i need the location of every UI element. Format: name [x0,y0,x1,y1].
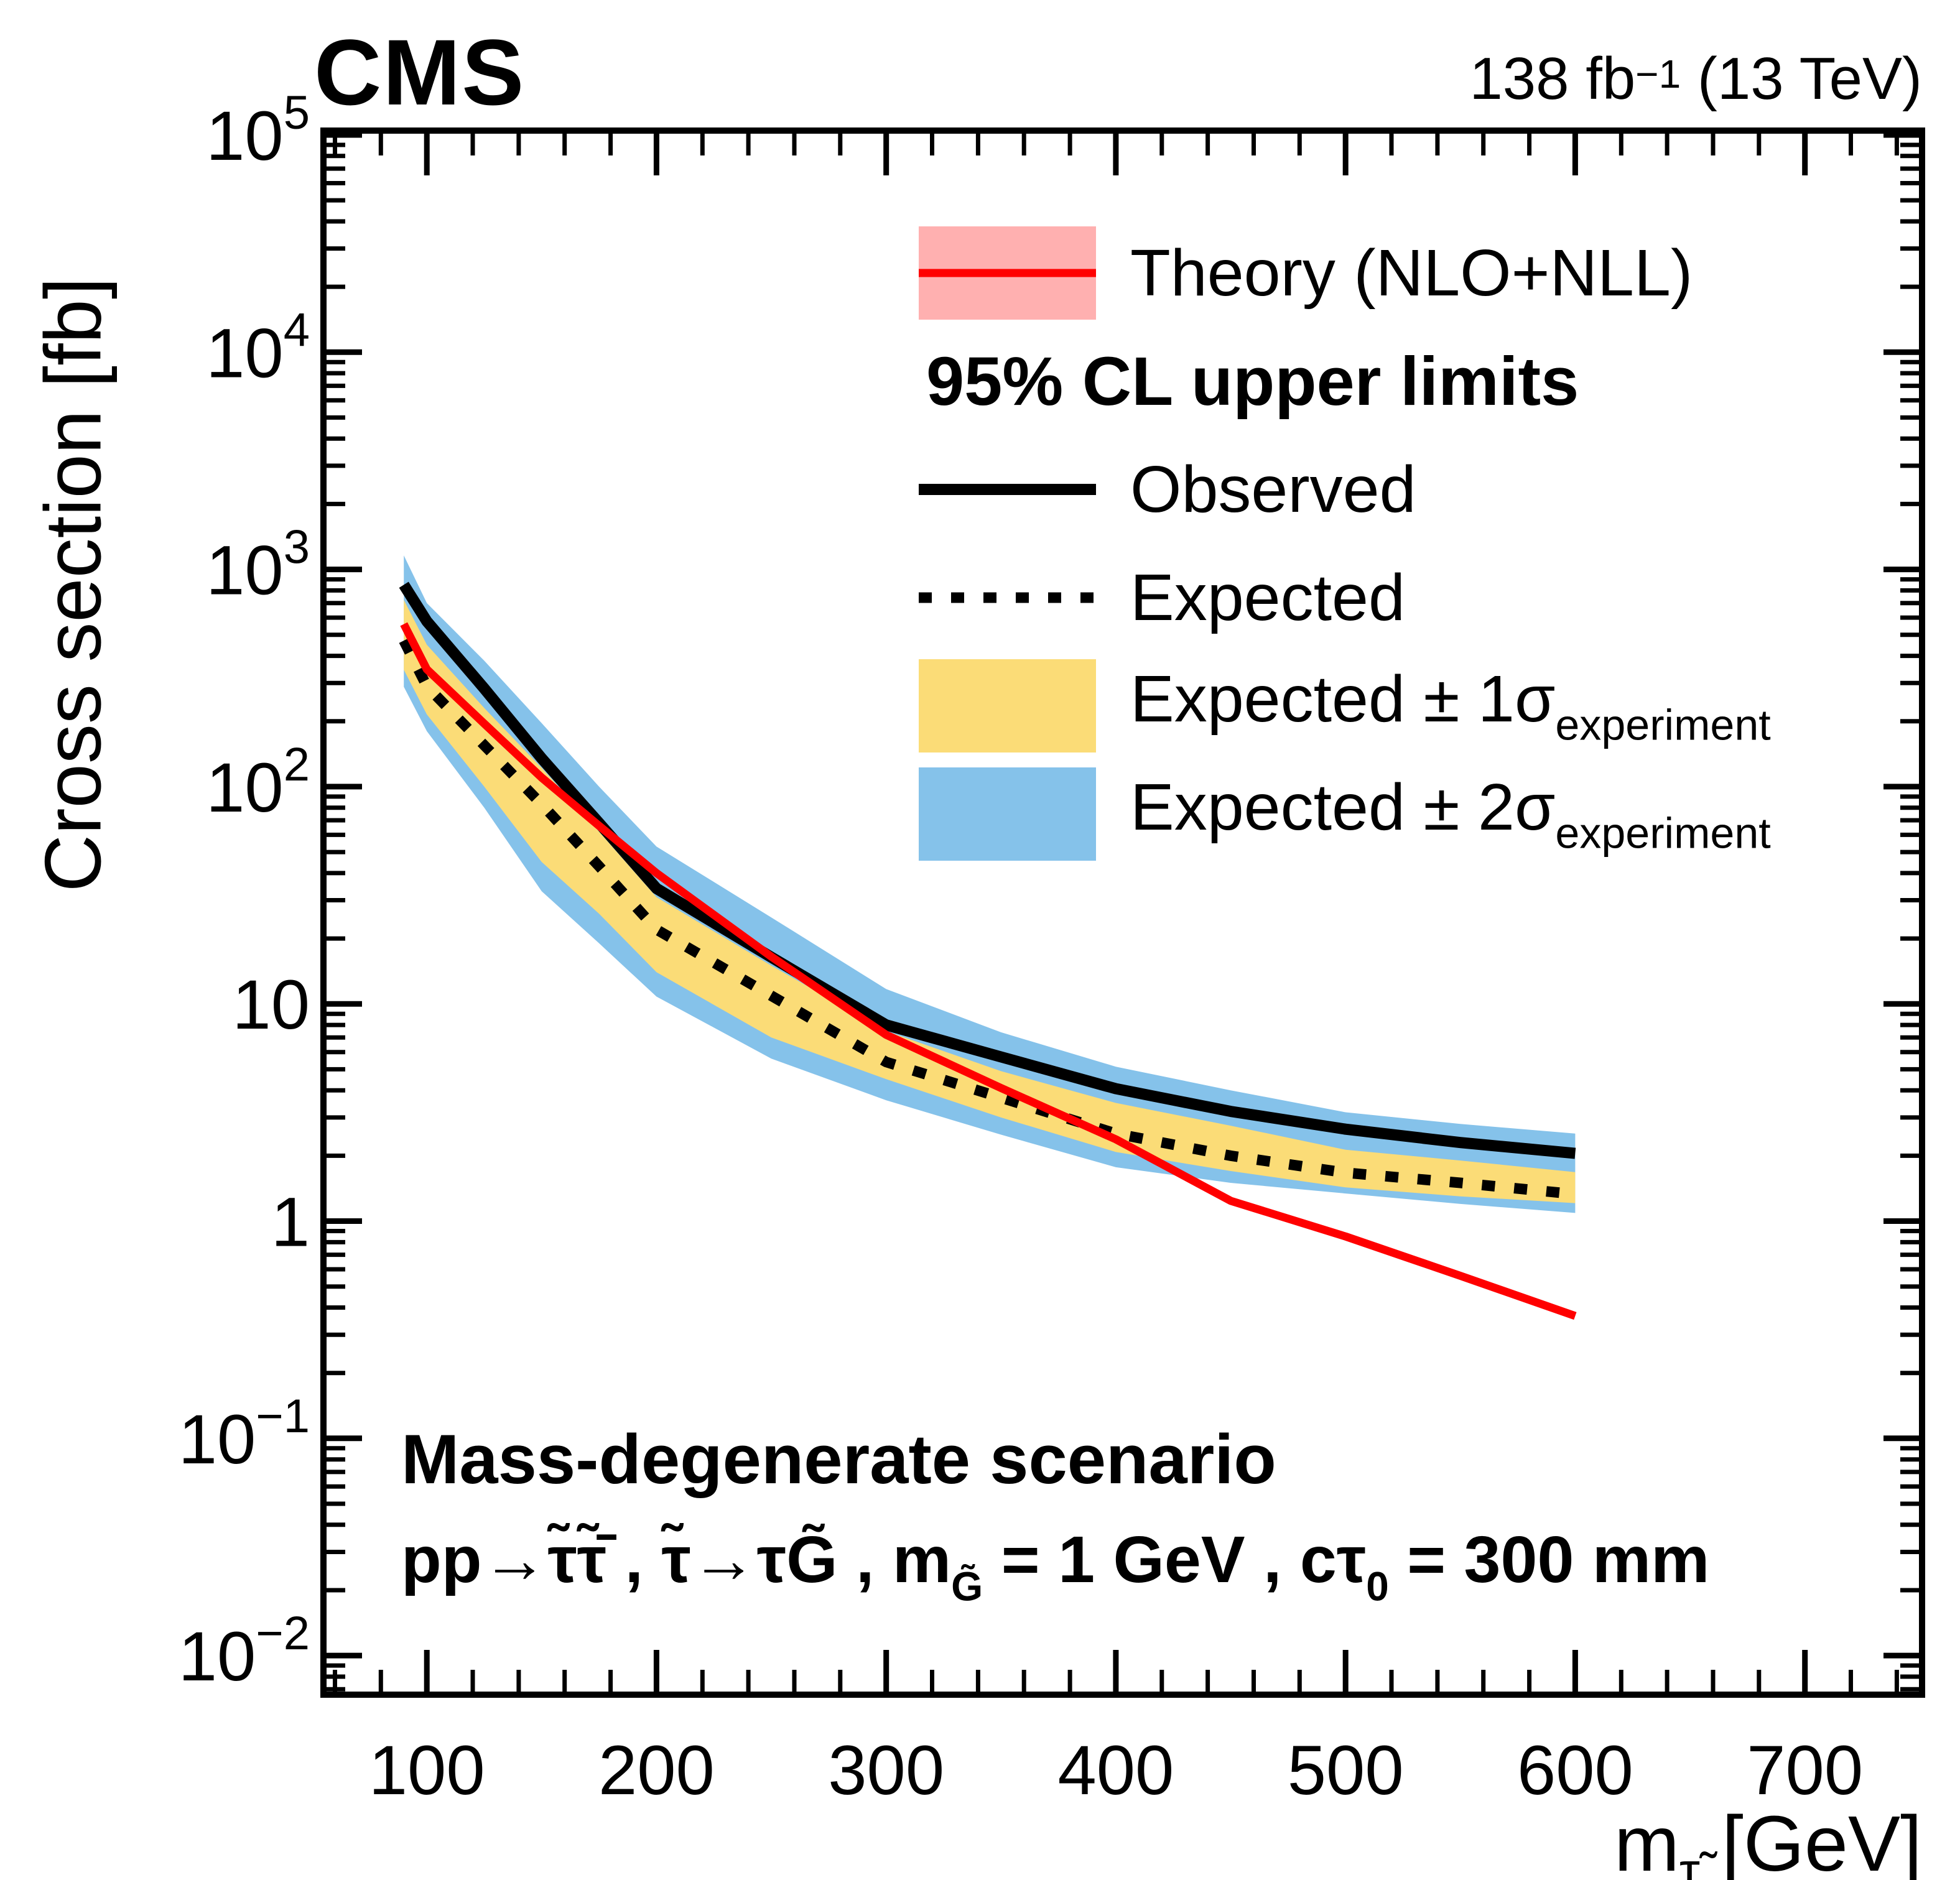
process-part2: = 1 GeV , cτ [983,1523,1367,1596]
process-gravitino-subscript: G̃ [951,1563,983,1609]
process-ctau-subscript: 0 [1366,1563,1389,1609]
y-tick-label: 104 [206,303,310,392]
scenario-annotation: Mass-degenerate scenario [401,1420,1276,1498]
x-axis-title: mτ̃ [GeV] [1614,1799,1922,1880]
process-part1: pp→τ̃τ̃̄ , τ̃→τG̃ , m [401,1523,952,1596]
plot-frame [320,127,1925,1698]
lumi-value: 138 fb [1469,45,1636,112]
lumi-exponent: −1 [1635,52,1681,96]
x-title-unit: [GeV] [1699,1800,1922,1880]
x-title-subscript: τ̃ [1679,1842,1700,1880]
legend-expected-label: Expected [1130,560,1405,634]
band-2sigma-swatch [919,767,1096,861]
x-tick-label: 500 [1288,1731,1404,1809]
theory-line-swatch [919,269,1096,277]
observed-line-swatch-box [919,443,1096,536]
theory-curve [400,622,1577,1320]
process-part3: = 300 mm [1388,1523,1710,1596]
y-tick-label: 10−2 [179,1607,310,1695]
legend-header: 95% CL upper limits [926,343,1579,420]
legend-row-expected: Expected [919,544,1771,652]
lumi-energy: (13 TeV) [1681,45,1922,112]
band2-text: Expected ± 2σ [1130,771,1556,845]
y-tick-label: 10 [232,966,310,1044]
band1-text: Expected ± 1σ [1130,662,1556,736]
band2-subscript: experiment [1555,808,1771,858]
legend-row-theory: Theory (NLO+NLL) [919,219,1771,327]
x-tick-label: 100 [369,1731,485,1809]
legend: Theory (NLO+NLL) 95% CL upper limits Obs… [919,219,1771,868]
x-tick-label: 300 [828,1731,944,1809]
cms-label: CMS [314,20,526,124]
y-tick-label: 103 [206,521,310,609]
x-tick-label: 700 [1747,1731,1863,1809]
legend-row-band2: Expected ± 2σexperiment [919,760,1771,868]
legend-band1-label: Expected ± 1σexperiment [1130,662,1771,749]
legend-row-observed: Observed [919,435,1771,544]
band1-subscript: experiment [1555,700,1771,749]
theory-band-swatch [919,226,1096,320]
expected-curve [399,638,1576,1200]
luminosity-label: 138 fb−1 (13 TeV) [1469,45,1922,113]
process-annotation: pp→τ̃τ̃̄ , τ̃→τG̃ , mG̃ = 1 GeV , cτ0 = … [401,1522,1709,1610]
expected-dashed-line-swatch [919,592,1096,603]
y-axis-title: Cross section [fb] [29,277,118,892]
legend-observed-label: Observed [1130,452,1416,526]
legend-row-header: 95% CL upper limits [919,327,1771,435]
legend-band2-label: Expected ± 2σexperiment [1130,770,1771,858]
x-tick-label: 200 [598,1731,715,1809]
x-tick-label: 400 [1057,1731,1174,1809]
legend-theory-label: Theory (NLO+NLL) [1130,236,1693,310]
legend-row-band1: Expected ± 1σexperiment [919,652,1771,760]
band-1sigma-swatch [919,659,1096,752]
observed-line-swatch [919,484,1096,495]
x-title-symbol: m [1614,1800,1679,1880]
y-tick-label: 105 [206,86,310,175]
y-tick-label: 10−1 [179,1390,310,1478]
x-tick-label: 600 [1517,1731,1633,1809]
y-tick-label: 1 [271,1183,310,1261]
y-tick-label: 102 [206,738,310,827]
expected-line-swatch-box [919,551,1096,644]
